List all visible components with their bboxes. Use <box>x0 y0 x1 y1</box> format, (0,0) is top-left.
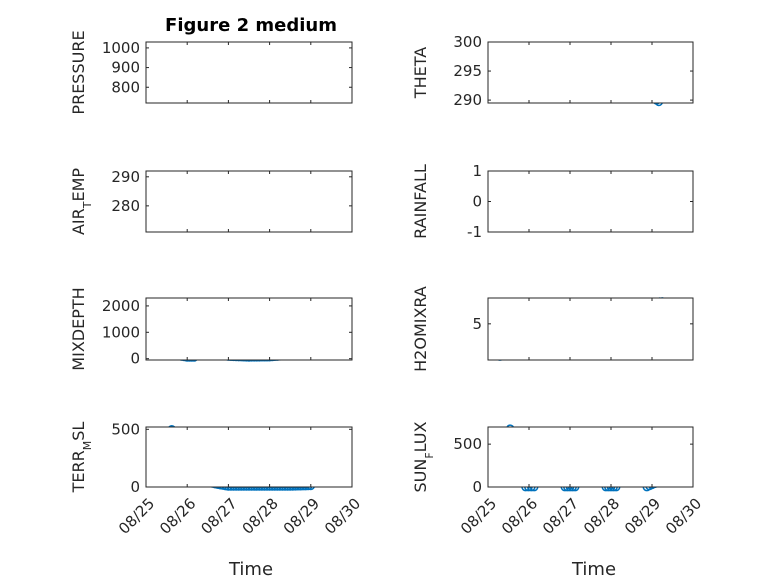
y-tick-label: 0 <box>130 478 140 496</box>
x-tick-label: 08/28 <box>580 495 623 538</box>
y-tick-label: 5 <box>472 315 482 333</box>
y-tick-label: 290 <box>111 168 140 186</box>
air-temp-axes: 280 290 AIRTEMP <box>69 168 353 235</box>
h2omixra-axes: 5 H2OMIXRA <box>411 286 694 372</box>
theta-axes: 290 295 300 THETA <box>411 33 694 109</box>
y-tick-label: 500 <box>111 420 140 438</box>
x-tick-label: 08/30 <box>662 495 705 538</box>
mixdepth-axes: 0 1000 2000 MIXDEPTH <box>69 287 353 371</box>
axes-frame <box>145 170 353 233</box>
x-axis-label-right: Time <box>571 559 616 580</box>
y-axis-label: H2OMIXRA <box>411 286 430 372</box>
x-tick-label: 08/25 <box>115 495 158 538</box>
x-axis-label-left: Time <box>228 559 273 580</box>
y-tick-label: 800 <box>111 78 140 96</box>
x-tick-label: 08/29 <box>280 495 323 538</box>
y-tick-label: 500 <box>453 435 482 453</box>
y-axis-label: AIRTEMP <box>69 168 94 235</box>
y-tick-label: 0 <box>130 350 140 368</box>
x-tick-label: 08/28 <box>239 495 282 538</box>
x-tick-label: 08/27 <box>197 495 240 538</box>
axes-frame <box>487 41 694 104</box>
axes-frame <box>145 426 353 488</box>
y-tick-label: 1 <box>472 162 482 180</box>
y-tick-label: 2000 <box>102 297 140 315</box>
rainfall-axes: -1 0 1 RAINFALL <box>411 162 694 241</box>
y-axis-label: TERRMSL <box>69 422 94 494</box>
figure-title: Figure 2 medium <box>165 15 337 36</box>
y-axis-label: SUNFLUX <box>411 421 436 492</box>
y-tick-label: 290 <box>453 91 482 109</box>
x-tick-label: 08/29 <box>621 495 664 538</box>
y-tick-label: 0 <box>472 478 482 496</box>
y-axis-label: PRESSURE <box>69 30 88 114</box>
y-tick-label: -1 <box>467 223 482 241</box>
axes-frame <box>487 297 694 361</box>
x-tick-label: 08/30 <box>321 495 364 538</box>
y-tick-label: 1000 <box>102 323 140 341</box>
y-axis-label: MIXDEPTH <box>69 287 88 370</box>
y-tick-label: 900 <box>111 59 140 77</box>
y-axis-label: THETA <box>411 47 430 99</box>
axes-frame <box>487 426 694 488</box>
y-tick-label: 0 <box>472 193 482 211</box>
y-tick-label: 280 <box>111 197 140 215</box>
y-axis-label: RAINFALL <box>411 164 430 239</box>
axes-frame <box>145 41 353 104</box>
axes-frame <box>145 297 353 361</box>
x-tick-label: 08/26 <box>156 495 199 538</box>
y-tick-label: 1000 <box>102 39 140 57</box>
y-tick-label: 295 <box>453 62 482 80</box>
x-tick-label: 08/26 <box>498 495 541 538</box>
y-tick-label: 300 <box>453 33 482 51</box>
x-tick-label: 08/27 <box>539 495 582 538</box>
x-tick-label: 08/25 <box>457 495 500 538</box>
axes-frame <box>487 170 694 233</box>
